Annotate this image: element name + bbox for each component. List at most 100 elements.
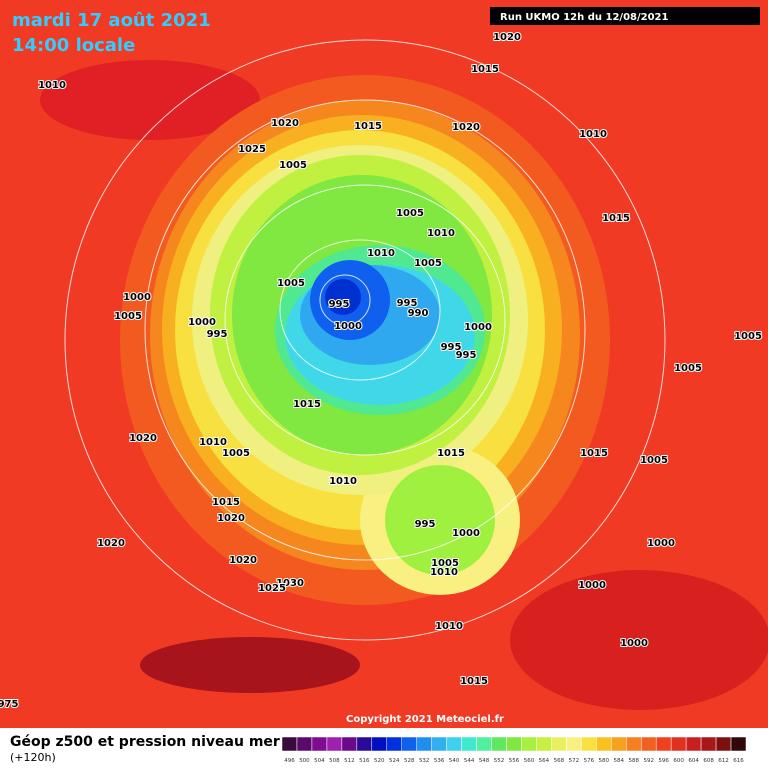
color-swatch — [700, 736, 717, 752]
color-swatch — [640, 736, 657, 752]
scale-label: 520 — [374, 758, 385, 764]
isobar-label: 1020 — [229, 555, 257, 566]
isobar-label: 1010 — [427, 228, 455, 239]
scale-label: 556 — [509, 758, 520, 764]
isobar-label: 995 — [207, 329, 228, 340]
date: mardi 17 août 2021 — [12, 10, 211, 31]
isobar-label: 1020 — [129, 433, 157, 444]
isobar-label: 1010 — [38, 80, 66, 91]
isobar-label: 1020 — [97, 538, 125, 549]
scale-label: 500 — [299, 758, 310, 764]
color-swatch — [296, 736, 313, 752]
isobar-label: 1000 — [188, 317, 216, 328]
isobar-label: 995 — [441, 342, 462, 353]
isobar-label: 1000 — [452, 528, 480, 539]
scale-label: 532 — [419, 758, 430, 764]
scale-label: 544 — [464, 758, 475, 764]
isobar-label: 995 — [397, 298, 418, 309]
isobar-label: 1000 — [334, 321, 362, 332]
color-swatch — [715, 736, 732, 752]
scale-label: 584 — [614, 758, 625, 764]
isobar-label: 995 — [329, 299, 350, 310]
scale-label: 592 — [643, 758, 654, 764]
isobar-label: 1000 — [464, 322, 492, 333]
isobar-label: 1015 — [602, 213, 630, 224]
scale-label: 608 — [703, 758, 714, 764]
isobar-label: 1000 — [578, 580, 606, 591]
scale-label: 576 — [584, 758, 595, 764]
scale-label: 496 — [284, 758, 295, 764]
scale-label: 516 — [359, 758, 370, 764]
isobar-label: 1010 — [579, 129, 607, 140]
copyright: Copyright 2021 Meteociel.fr — [346, 714, 504, 725]
legend-lead: (+120h) — [10, 751, 56, 764]
scale-label: 600 — [673, 758, 684, 764]
scale-label: 604 — [688, 758, 699, 764]
scale-label: 548 — [479, 758, 490, 764]
isobar-label: 1015 — [212, 497, 240, 508]
isobar-label: 995 — [415, 519, 436, 530]
isobar-label: 995 — [456, 350, 477, 361]
color-swatch — [670, 736, 687, 752]
isobar-label: 1010 — [430, 567, 458, 578]
isobar-label: 990 — [408, 308, 429, 319]
scale-label: 564 — [539, 758, 550, 764]
isobar-label: 1005 — [640, 455, 668, 466]
color-swatch — [416, 736, 432, 752]
color-swatch — [581, 736, 597, 752]
isobar-label: 1015 — [580, 448, 608, 459]
scale-label: 596 — [658, 758, 669, 764]
isobar-label: 1005 — [734, 331, 762, 342]
scale-label: 524 — [389, 758, 400, 764]
field — [0, 0, 768, 728]
color-swatch — [566, 736, 582, 752]
time: 14:00 locale — [12, 35, 135, 56]
isobar-label: 1015 — [437, 448, 465, 459]
isobar-label: 1015 — [354, 121, 382, 132]
color-swatch — [611, 736, 627, 752]
scale-label: 512 — [344, 758, 355, 764]
color-swatch — [730, 736, 747, 752]
color-swatch — [596, 736, 612, 752]
isobar-label: 1005 — [431, 558, 459, 569]
isobar-labels: 1020 1015 1010 1020 1015 1020 1010 1025 1005 1005… — [0, 31, 763, 711]
legend-title: Géop z500 et pression niveau mer — [10, 734, 280, 750]
color-swatch — [655, 736, 672, 752]
scale-label: 580 — [599, 758, 610, 764]
isobar-label: 1000 — [620, 638, 648, 649]
isobar-label: 1015 — [293, 399, 321, 410]
isobar-label: 1020 — [217, 513, 245, 524]
scale-label: 536 — [434, 758, 445, 764]
isobar-label: 1020 — [452, 122, 480, 133]
isobar-label: 1005 — [414, 258, 442, 269]
color-swatch — [311, 736, 328, 752]
scale-label: 588 — [628, 758, 639, 764]
isobar-label: 1015 — [460, 676, 488, 687]
color-swatch — [356, 736, 373, 752]
color-swatch — [371, 736, 388, 752]
color-swatch — [401, 736, 417, 752]
isobar-label: 1005 — [277, 278, 305, 289]
color-swatch — [626, 736, 642, 752]
isobar-label: 1030 — [276, 578, 304, 589]
scale-label: 560 — [524, 758, 535, 764]
scale-label: 552 — [494, 758, 505, 764]
color-swatch — [446, 736, 462, 752]
color-swatch — [506, 736, 522, 752]
isobar-label: 1025 — [258, 583, 286, 594]
isobar-label: 1025 — [238, 144, 266, 155]
isobar-label: 1010 — [435, 621, 463, 632]
isobar-label: 1005 — [279, 160, 307, 171]
color-swatch — [536, 736, 552, 752]
color-swatch — [461, 736, 477, 752]
scale-label: 528 — [404, 758, 415, 764]
isobar-label: 1010 — [329, 476, 357, 487]
run-info: Run UKMO 12h du 12/08/2021 — [500, 12, 669, 23]
color-swatch — [491, 736, 507, 752]
isobar-label: 1020 — [271, 118, 299, 129]
scale-label: 568 — [554, 758, 565, 764]
color-swatch — [685, 736, 702, 752]
color-swatch — [341, 736, 358, 752]
scale-label: 540 — [449, 758, 460, 764]
